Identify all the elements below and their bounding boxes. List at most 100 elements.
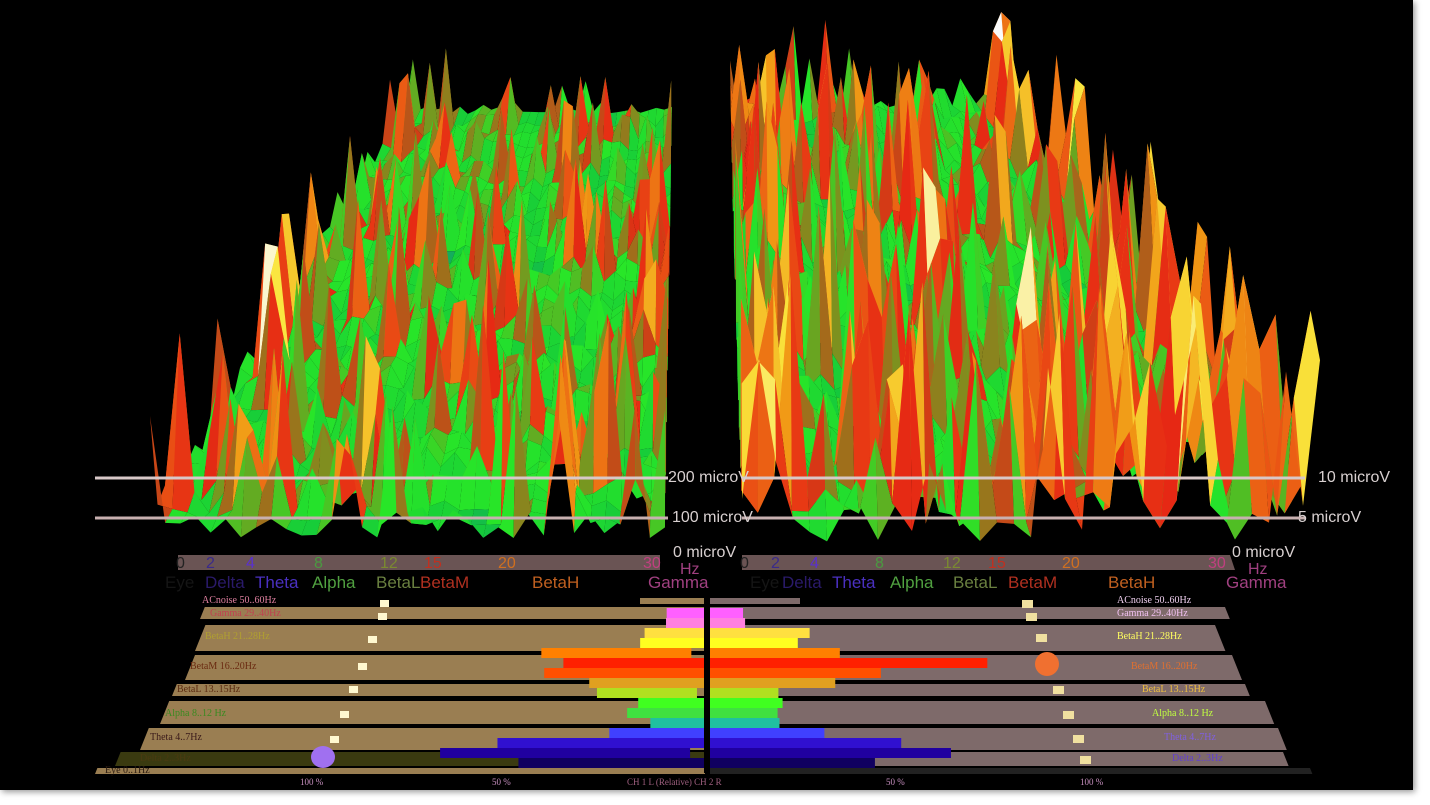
surface-cell (741, 358, 759, 499)
surface-cell (922, 282, 943, 524)
right-frequency-tick: 4 (810, 555, 819, 572)
surface-cell (621, 198, 633, 220)
surface-cell (524, 136, 538, 188)
surface-cell (526, 191, 540, 214)
surface-cell (639, 371, 654, 450)
left-amplitude-label: 200 microV (668, 469, 749, 486)
surface-cell (303, 422, 323, 486)
ch1-spectrum-bar (640, 638, 741, 648)
left-100pct-marker (358, 663, 367, 670)
ch1-spectrum-bar (544, 668, 720, 678)
surface-cell (889, 309, 909, 504)
surface-cell (366, 393, 386, 525)
surface-cell (896, 99, 913, 252)
surface-cell (599, 156, 611, 177)
surface-cell (582, 345, 597, 360)
surface-cell (636, 141, 646, 161)
surface-cell (429, 474, 449, 507)
surface-cell (450, 124, 465, 152)
surface-cell (875, 437, 895, 540)
left-band-name: BetaM (420, 573, 470, 592)
surface-cell (1021, 315, 1043, 522)
surface-cell (594, 76, 606, 152)
ch1-spectrum-bar (518, 758, 719, 768)
surface-cell (328, 224, 347, 264)
surface-cell (834, 127, 849, 273)
surface-cell (578, 391, 595, 497)
surface-cell (262, 352, 283, 493)
betam-peak-marker (1035, 652, 1059, 676)
surface-cell (638, 114, 648, 140)
surface-cell (627, 202, 640, 251)
surface-cell (264, 273, 284, 410)
surface-cell (626, 158, 637, 175)
right-band-row (710, 598, 800, 604)
surface-cell (799, 168, 813, 264)
surface-cell (1057, 161, 1077, 265)
surface-cell (805, 205, 821, 391)
surface-cell (325, 280, 344, 293)
surface-cell (529, 219, 543, 237)
surface-cell (546, 342, 561, 364)
surface-cell (975, 360, 997, 542)
surface-cell (564, 339, 581, 497)
surface-cell (578, 287, 592, 311)
surface-cell (1016, 226, 1037, 331)
surface-cell (807, 393, 826, 512)
surface-cell (256, 456, 277, 528)
surface-cell (986, 366, 1006, 400)
left-amplitude-label: 100 microV (672, 509, 753, 526)
surface-cell (1268, 397, 1294, 516)
surface-cell (414, 62, 430, 137)
surface-cell (385, 364, 404, 389)
surface-cell (584, 290, 599, 350)
surface-cell (932, 126, 948, 150)
surface-cell (808, 489, 827, 542)
left-frequency-tick: 30 (643, 555, 661, 572)
surface-cell (401, 73, 417, 163)
surface-cell (886, 219, 902, 261)
surface-cell (631, 104, 641, 115)
surface-cell (390, 356, 409, 388)
right-band-row-label: Delta 2..3Hz (1172, 753, 1223, 764)
left-frequency-tick: 2 (206, 555, 215, 572)
ch2-spectrum-bar (710, 628, 810, 638)
surface-cell (626, 291, 641, 438)
surface-cell (301, 516, 322, 536)
surface-cell (245, 243, 266, 384)
surface-cell (597, 174, 609, 189)
surface-cell (416, 130, 432, 151)
surface-cell (1023, 235, 1043, 267)
surface-cell (820, 374, 837, 398)
right-band-name: Gamma (1226, 573, 1287, 592)
surface-cell (662, 80, 672, 175)
ch2-spectrum-bar (710, 678, 836, 688)
surface-cell (354, 153, 372, 214)
surface-cell (840, 479, 859, 514)
surface-cell (1046, 54, 1066, 184)
surface-cell (735, 138, 748, 316)
surface-cell (325, 399, 345, 451)
surface-cell (842, 209, 857, 253)
surface-cell (150, 415, 173, 523)
surface-cell (1260, 371, 1286, 523)
surface-cell (649, 409, 666, 538)
surface-cell (573, 158, 587, 274)
surface-cell (217, 403, 239, 517)
left-band-row-label: BetaH 21..28Hz (205, 631, 270, 642)
surface-cell (536, 201, 550, 248)
surface-cell (334, 316, 353, 349)
surface-cell (935, 103, 952, 132)
surface-cell (1012, 244, 1032, 263)
left-frequency-tick: 0 (176, 555, 185, 572)
surface-cell (487, 109, 502, 186)
surface-cell (945, 159, 962, 176)
surface-cell (843, 120, 857, 178)
surface-cell (331, 433, 352, 520)
surface-cell (793, 25, 805, 125)
surface-cell (779, 68, 792, 194)
surface-cell (480, 305, 498, 472)
surface-cell (951, 117, 968, 144)
surface-cell (456, 120, 471, 133)
surface-cell (477, 445, 495, 484)
